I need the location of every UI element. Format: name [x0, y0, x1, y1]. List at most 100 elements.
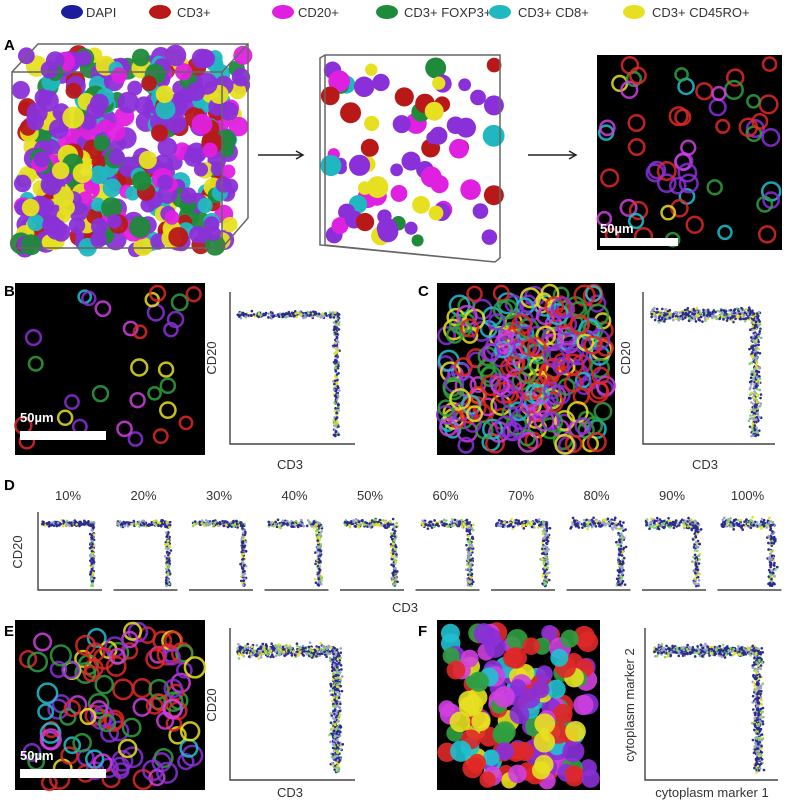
cell [522, 637, 540, 655]
scatter-point [755, 771, 758, 774]
cell-blob [220, 142, 235, 158]
scatter-point [748, 347, 751, 351]
scatter-point [332, 316, 336, 319]
scatter-point [264, 311, 268, 315]
cell [627, 212, 645, 230]
scatter-point [239, 521, 243, 524]
cell-blob [168, 226, 189, 248]
cell [599, 119, 616, 137]
scatter-point [169, 549, 173, 552]
cell-blob [186, 142, 207, 164]
scatter-point [674, 314, 678, 318]
scatter-point [757, 340, 760, 344]
cell [58, 708, 77, 726]
scatter-point [339, 647, 343, 650]
scatter-point [335, 732, 339, 735]
scatter-point [241, 540, 245, 543]
panel-label: E [4, 623, 14, 640]
scatter-point [337, 652, 340, 656]
cell-blob [40, 174, 62, 196]
cell-blob [27, 214, 45, 232]
panel-label: B [4, 283, 15, 300]
scatter-point [755, 661, 758, 664]
scatter-point [318, 652, 322, 656]
scatter-point [334, 679, 338, 683]
scatter-point [281, 645, 285, 649]
scatter-point [301, 653, 305, 656]
microscopy-image [14, 283, 205, 455]
scatter-point [754, 403, 757, 407]
scatter-point [308, 313, 312, 317]
scatter-point [748, 387, 752, 391]
scatter-point [332, 696, 336, 699]
scatter-point [312, 310, 315, 314]
scatter-point [304, 311, 308, 315]
scatter-point [326, 652, 329, 655]
cell [514, 310, 534, 330]
scatter-point [242, 544, 245, 548]
scatter-point [333, 735, 337, 739]
scatter-point [295, 315, 299, 319]
scatter-point [732, 647, 735, 651]
scatter-point [652, 307, 656, 311]
scatter-point [247, 655, 251, 658]
cell [586, 419, 607, 440]
scatter-point [75, 523, 78, 526]
scatter-point [758, 388, 762, 392]
scatter-point [335, 709, 339, 713]
cell [437, 399, 455, 417]
scatter-point [335, 668, 339, 671]
scatter-point [334, 396, 338, 399]
scatter-point [749, 650, 753, 654]
scatter-point [721, 311, 724, 315]
cell [27, 355, 44, 372]
scatter-point [653, 318, 657, 322]
scatter-point [164, 531, 168, 534]
legend-label: CD3+ FOXP3+ [404, 5, 491, 20]
scatter-point [287, 649, 290, 653]
scatter-point [715, 315, 718, 318]
scatter-point [334, 409, 337, 413]
cell-blob [446, 116, 465, 135]
cell-blob [117, 91, 139, 114]
legend-swatch [149, 5, 171, 19]
scatter-point [664, 308, 667, 311]
cell [509, 704, 530, 725]
scatter-plot [37, 512, 102, 591]
cell [157, 361, 175, 378]
cell [72, 733, 92, 753]
cell [460, 649, 479, 668]
cell [590, 381, 609, 400]
cell [596, 210, 613, 227]
cell [533, 731, 556, 753]
scatter-point [753, 766, 756, 770]
scatter-point [757, 647, 760, 651]
scatter-point [758, 404, 761, 408]
cell [520, 338, 538, 356]
scatter-point [270, 653, 274, 657]
scatter-point [250, 645, 254, 649]
scatter-point [658, 310, 662, 313]
scatter-point [262, 313, 265, 317]
cell [756, 195, 774, 213]
scatter-point [692, 308, 696, 312]
scatter-point [710, 647, 714, 651]
scatter-point [707, 647, 711, 651]
cell-blob [372, 73, 390, 92]
panel-label: F [418, 623, 427, 640]
scatter-point [650, 312, 654, 316]
cell [86, 628, 107, 648]
scatter-point [141, 519, 144, 523]
scatter-point [195, 521, 199, 525]
cell-blob [203, 216, 220, 233]
cell [574, 417, 592, 435]
scatter-point [335, 769, 339, 773]
scatter-point [665, 316, 669, 319]
scatter-point [337, 328, 341, 331]
scatter-point [255, 644, 259, 647]
scatter-point [693, 315, 697, 319]
microscopy-image [435, 283, 616, 455]
scatter-point [760, 733, 764, 736]
scatter-point [658, 315, 661, 318]
scatter-point [338, 672, 342, 675]
